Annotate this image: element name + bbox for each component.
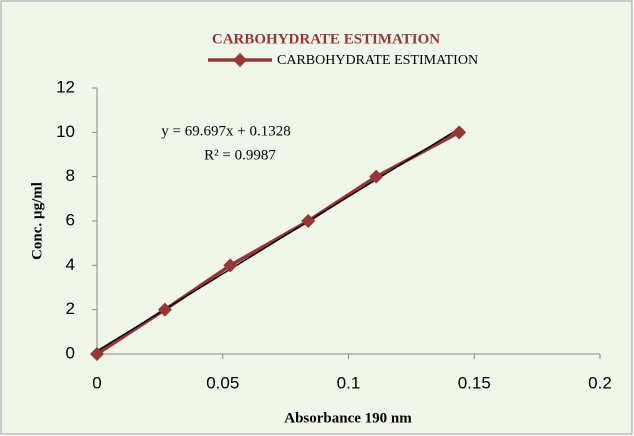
- x-tick-label: 0: [92, 373, 101, 392]
- y-tick-label: 4: [66, 255, 75, 274]
- chart-title: CARBOHYDRATE ESTIMATION: [212, 31, 440, 47]
- y-tick-label: 12: [56, 77, 75, 96]
- data-point: [90, 347, 104, 361]
- trendline: [96, 127, 460, 352]
- x-tick-label: 0.1: [337, 373, 361, 392]
- legend-marker: [233, 53, 247, 67]
- y-axis-title: Conc. µg/ml: [29, 182, 45, 260]
- y-tick-label: 0: [66, 343, 75, 362]
- y-tick-label: 2: [66, 299, 75, 318]
- y-tick-label: 8: [66, 166, 75, 185]
- y-tick-label: 10: [56, 122, 75, 141]
- data-point: [157, 302, 172, 317]
- x-axis-title: Absorbance 190 nm: [284, 410, 412, 426]
- trendline-r-squared: R² = 0.9987: [204, 147, 276, 163]
- data-point: [452, 125, 467, 140]
- x-tick-label: 0.2: [588, 373, 612, 392]
- x-tick-label: 0.05: [206, 373, 239, 392]
- data-point: [301, 214, 316, 228]
- data-point: [223, 258, 238, 273]
- x-tick-label: 0.15: [458, 373, 491, 392]
- legend-label: CARBOHYDRATE ESTIMATION: [277, 53, 478, 68]
- y-tick-label: 6: [66, 210, 75, 229]
- data-point: [369, 169, 384, 184]
- trendline-equation: y = 69.697x + 0.1328: [161, 123, 290, 139]
